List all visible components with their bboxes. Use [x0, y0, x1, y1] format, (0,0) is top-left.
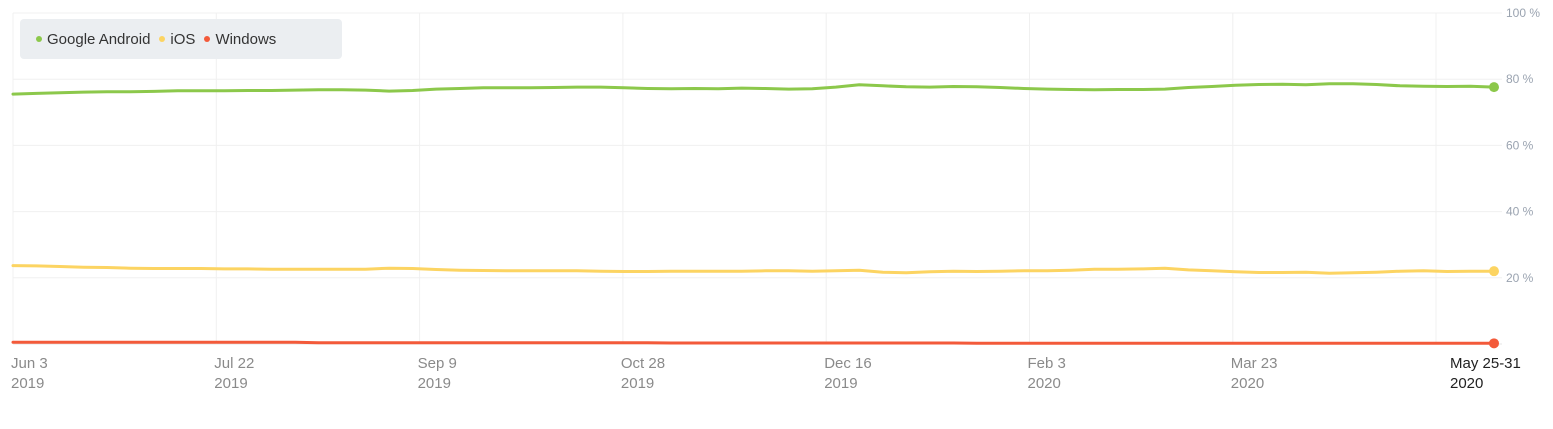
y-tick-label: 80 %	[1506, 72, 1534, 86]
grid-lines	[12, 12, 1502, 345]
series-end-marker-1[interactable]	[1489, 266, 1499, 277]
series-line-1	[11, 264, 1496, 275]
x-tick-label: Jul 22	[214, 355, 254, 372]
legend-marker-android	[36, 36, 42, 42]
x-tick-year: 2020	[1231, 375, 1264, 392]
series-end-marker-2[interactable]	[1489, 338, 1499, 349]
legend-label-android: Google Android	[47, 30, 151, 48]
x-tick-year: 2019	[214, 375, 247, 392]
legend: Google Android iOS Windows	[20, 19, 342, 59]
y-axis: 100 % 80 % 60 % 40 % 20 %	[1506, 6, 1540, 285]
legend-label-windows: Windows	[215, 30, 277, 48]
x-tick-label: Oct 28	[621, 355, 665, 372]
y-tick-label: 100 %	[1506, 6, 1540, 20]
series-line-2	[11, 340, 1496, 345]
x-tick-label: Jun 3	[11, 355, 48, 372]
x-tick-label: May 25-31	[1450, 355, 1521, 372]
legend-item-android[interactable]: Google Android	[36, 31, 150, 48]
legend-item-windows[interactable]: Windows	[204, 31, 276, 48]
x-tick-label: Dec 16	[824, 355, 872, 372]
x-tick-label: Mar 23	[1231, 355, 1278, 372]
legend-item-ios[interactable]: iOS	[159, 31, 195, 48]
x-tick-label: Sep 9	[418, 355, 457, 372]
x-tick-year: 2019	[418, 375, 451, 392]
x-axis: Jun 3 2019 Jul 22 2019 Sep 9 2019 Oct 28 2019 De…	[11, 355, 1521, 392]
y-tick-label: 20 %	[1506, 271, 1534, 285]
series-end-marker-0[interactable]	[1489, 82, 1499, 93]
series-line-0	[11, 82, 1496, 96]
x-tick-year: 2020	[1450, 375, 1483, 392]
x-tick-label: Feb 3	[1028, 355, 1066, 372]
legend-marker-windows	[204, 36, 211, 42]
series-lines	[11, 82, 1499, 349]
x-tick-year: 2019	[11, 375, 44, 392]
y-tick-label: 40 %	[1506, 205, 1534, 219]
legend-marker-ios	[159, 36, 166, 42]
y-tick-label: 60 %	[1506, 138, 1534, 152]
x-tick-year: 2019	[824, 375, 857, 392]
x-tick-year: 2020	[1028, 375, 1061, 392]
legend-label-ios: iOS	[170, 30, 196, 48]
x-tick-year: 2019	[621, 375, 654, 392]
